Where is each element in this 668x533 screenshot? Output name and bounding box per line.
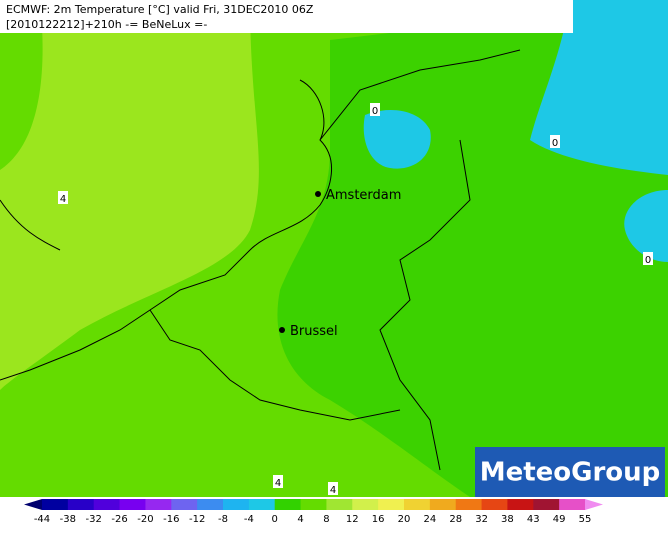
contour-label: 4 — [275, 478, 281, 489]
colorbar-end — [585, 499, 603, 510]
colorbar-segment — [42, 499, 69, 510]
colorbar-segment — [481, 499, 508, 510]
colorbar-label: 28 — [449, 514, 462, 525]
colorbar-label: -38 — [60, 514, 76, 525]
colorbar-label: -32 — [86, 514, 102, 525]
colorbar-segment — [93, 499, 121, 510]
colorbar-segment — [223, 499, 250, 510]
colorbar-label: 12 — [346, 514, 359, 525]
contour-label: 0 — [552, 138, 558, 149]
colorbar-segment — [248, 499, 276, 510]
colorbar-label: 16 — [372, 514, 385, 525]
region-freezing — [363, 110, 431, 169]
colorbar-label: 8 — [323, 514, 329, 525]
contour-labels: 0 0 0 4 4 4 — [58, 103, 653, 496]
header-line: ECMWF: 2m Temperature [°C] valid Fri, 31… — [6, 3, 314, 16]
contour-label: 4 — [60, 194, 66, 205]
contour-label-box — [273, 475, 283, 488]
colorbar-label: 38 — [501, 514, 514, 525]
colorbar-segment — [119, 499, 146, 510]
colorbar-label: 24 — [423, 514, 436, 525]
colorbar-label: 0 — [272, 514, 278, 525]
colorbar-segment — [145, 499, 172, 510]
colorbar-end — [24, 499, 42, 510]
colorbar-label: -20 — [137, 514, 153, 525]
colorbar-label: 4 — [297, 514, 303, 525]
colorbar-label: 32 — [475, 514, 488, 525]
colorbar-label: 55 — [579, 514, 592, 525]
contour-label: 0 — [645, 255, 651, 266]
colorbar-label: -44 — [34, 514, 50, 525]
colorbar-label: 49 — [553, 514, 566, 525]
contour-label-box — [58, 191, 68, 204]
border-line — [0, 49, 521, 471]
logo-box — [475, 447, 665, 497]
logo: MeteoGroup — [480, 458, 661, 488]
contour-label-box — [643, 252, 653, 265]
colorbar-label: -12 — [189, 514, 205, 525]
contour-label: 4 — [330, 485, 336, 496]
city-dot — [279, 327, 285, 333]
contour-label-box — [328, 482, 338, 495]
colorbar-label: -4 — [244, 514, 254, 525]
colorbar-segment — [533, 499, 560, 510]
contour-label: 0 — [372, 106, 378, 117]
colorbar-label: -26 — [111, 514, 127, 525]
city-dot — [315, 191, 321, 197]
colorbar-segment — [455, 499, 483, 510]
header-line: [2010122212]+210h -= BeNeLux =- — [6, 18, 207, 31]
city-label: Brussel — [290, 324, 338, 339]
colorbar-label: 20 — [398, 514, 411, 525]
colorbar: -44 -38 -32 -26 -20 -16 -12 -8 -4 0 4 8 12 16 20 24 28 32… — [24, 499, 603, 525]
colorbar-segment — [67, 499, 95, 510]
colorbar-segment — [507, 499, 534, 510]
colorbar-label: -16 — [163, 514, 179, 525]
colorbar-segment — [352, 499, 379, 510]
colorbar-segment — [197, 499, 224, 510]
colorbar-label: -8 — [218, 514, 228, 525]
colorbar-segment — [429, 499, 457, 510]
contour-label-box — [550, 135, 560, 148]
colorbar-segment — [171, 499, 198, 510]
colorbar-segment — [274, 499, 302, 510]
colorbar-segment — [300, 499, 327, 510]
colorbar-segment — [378, 499, 405, 510]
region-freezing — [530, 0, 668, 175]
region-warm — [0, 0, 259, 390]
region-freezing — [624, 190, 668, 262]
city-label: Amsterdam — [326, 188, 401, 203]
contour-label-box — [370, 103, 380, 116]
colorbar-segment — [326, 499, 353, 510]
header-box — [0, 0, 573, 33]
colorbar-label: 43 — [527, 514, 540, 525]
colorbar-segment — [559, 499, 586, 510]
colorbar-segment — [404, 499, 431, 510]
